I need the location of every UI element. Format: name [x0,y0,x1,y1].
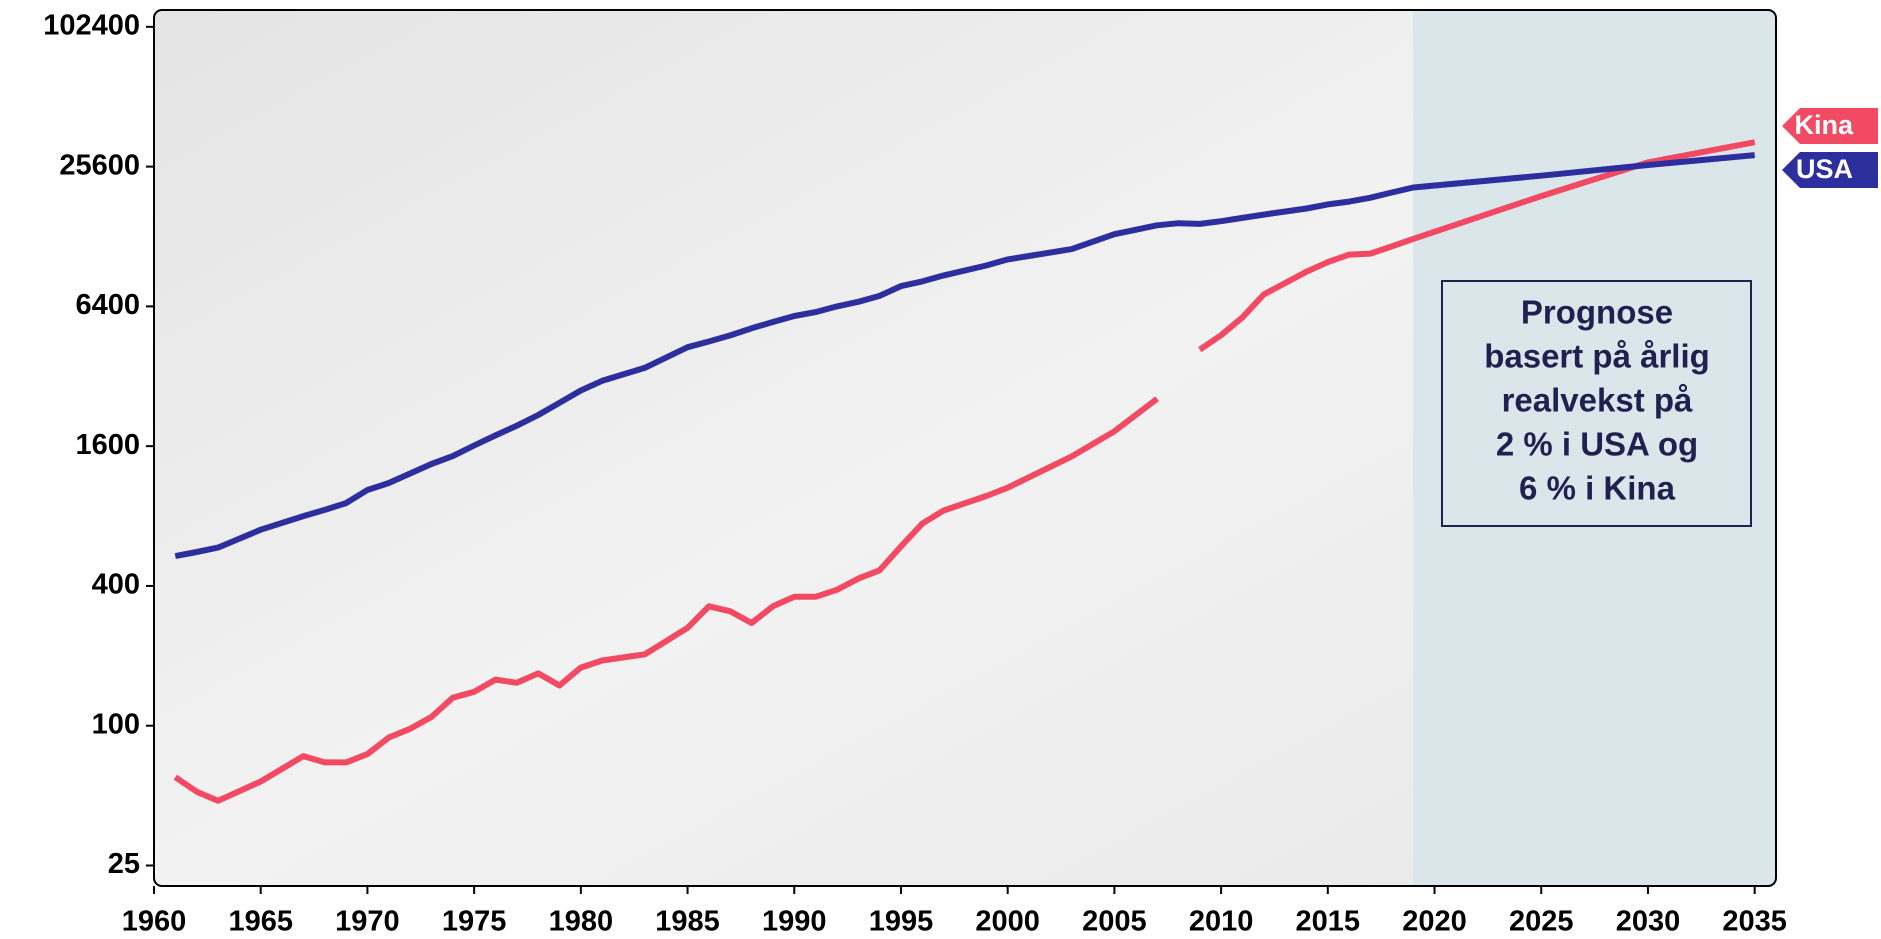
annotation-text: 2 % i USA og [1496,426,1698,463]
annotation-box [1441,280,1752,527]
x-tick-label: 2035 [1722,906,1787,938]
y-tick-label: 25600 [59,149,140,181]
x-tick-label: 2010 [1189,906,1254,938]
x-tick-label: 1980 [549,906,614,938]
annotation-text: basert på årlig [1484,338,1710,375]
y-tick-label: 400 [92,569,140,601]
x-tick-label: 1970 [335,906,400,938]
plot-frame [153,9,1777,887]
plot-background [154,10,1776,886]
y-tick-label: 6400 [75,289,140,321]
x-tick-label: 1975 [442,906,507,938]
legend-label: Kina [1794,110,1853,140]
x-tick-label: 1965 [228,906,293,938]
x-tick-label: 1995 [869,906,934,938]
y-tick-label: 1600 [75,429,140,461]
annotation-text: 6 % i Kina [1519,470,1676,507]
annotation-text: Prognose [1521,294,1673,331]
x-tick-label: 1990 [762,906,827,938]
x-tick-label: 2030 [1616,906,1681,938]
y-tick-label: 100 [92,708,140,740]
y-tick-label: 25 [108,848,140,880]
x-tick-label: 2015 [1296,906,1361,938]
x-tick-label: 1985 [655,906,720,938]
x-tick-label: 2025 [1509,906,1574,938]
x-tick-label: 1960 [122,906,187,938]
annotation-text: realvekst på [1502,382,1693,419]
y-tick-label: 102400 [43,9,140,41]
x-tick-label: 2005 [1082,906,1147,938]
series-line [173,139,1756,804]
legend-tag [1782,108,1878,144]
legend-tag [1782,152,1878,188]
x-tick-label: 2020 [1402,906,1467,938]
series-line [174,152,1755,560]
x-tick-label: 2000 [975,906,1040,938]
legend-label: USA [1796,154,1853,184]
